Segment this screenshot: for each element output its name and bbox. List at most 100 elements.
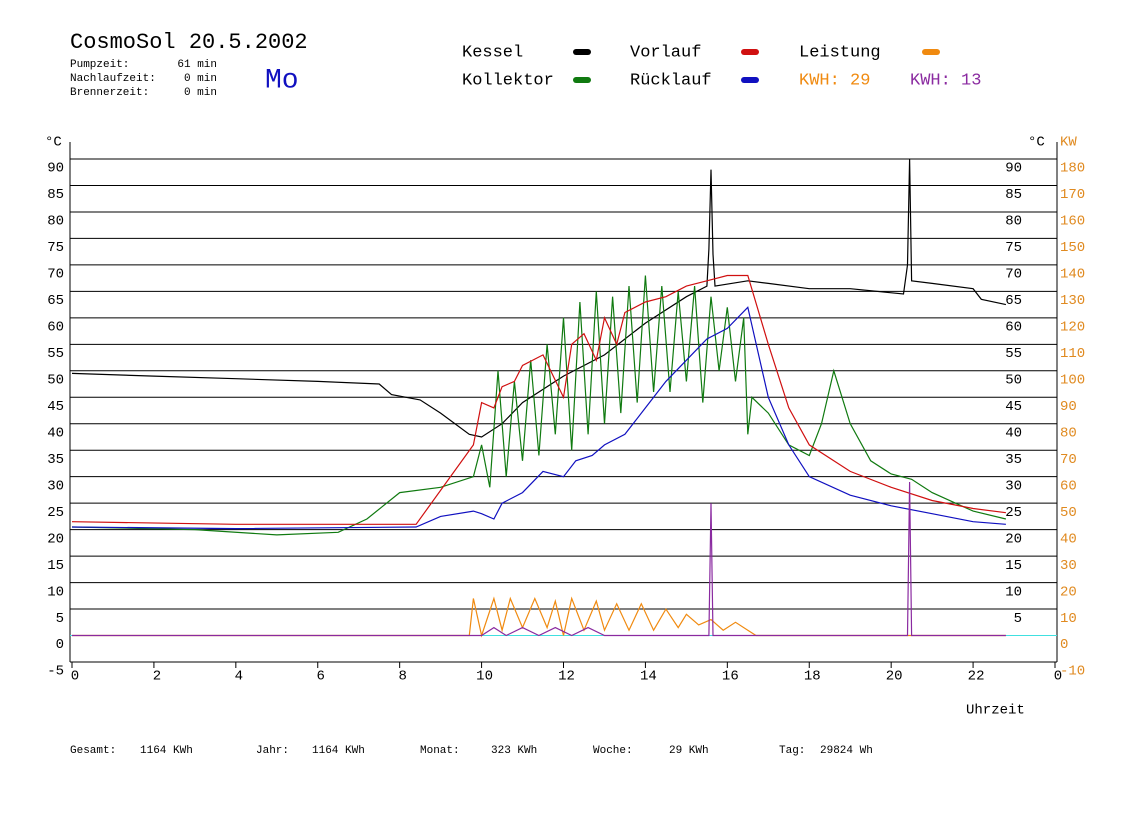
series-line xyxy=(71,275,1007,536)
y-tick-label-right: 15 xyxy=(1005,558,1022,574)
legend-label: Leistung xyxy=(799,43,881,62)
y-tick-label-right: 30 xyxy=(1005,478,1022,494)
y-tick-label: 50 xyxy=(47,372,64,388)
footer-value: 1164 KWh xyxy=(140,745,193,757)
y-tick-label-right: 80 xyxy=(1005,214,1022,230)
series-line xyxy=(71,274,1006,525)
y-tick-label-right: 10 xyxy=(1005,584,1022,600)
legend-total: KWH: 13 xyxy=(910,71,981,90)
legend-marker xyxy=(741,49,759,55)
footer-value: 29824 Wh xyxy=(820,745,873,757)
y2-tick-label: 20 xyxy=(1060,584,1077,600)
footer-value: 1164 KWh xyxy=(312,745,365,757)
y-tick-label-right: 35 xyxy=(1005,452,1022,468)
y2-tick-label: 180 xyxy=(1060,161,1085,177)
y2-tick-label: 100 xyxy=(1060,372,1085,388)
legend-marker xyxy=(573,77,591,83)
footer-label: Jahr: xyxy=(256,745,289,757)
y-tick-label: 70 xyxy=(47,267,64,283)
y2-tick-label: 0 xyxy=(1060,637,1068,653)
y2-tick-label: 90 xyxy=(1060,399,1077,415)
x-tick-label: 16 xyxy=(722,669,739,685)
y-tick-label-right: 90 xyxy=(1005,161,1022,177)
y2-tick-label: 80 xyxy=(1060,425,1077,441)
y-tick-label-right: 25 xyxy=(1005,505,1022,521)
info-label: Pumpzeit: xyxy=(70,59,129,71)
series-line xyxy=(71,158,1007,438)
x-tick-label: 6 xyxy=(317,669,325,685)
y-tick-label: 80 xyxy=(47,214,64,230)
y2-tick-label: 60 xyxy=(1060,478,1077,494)
y2-tick-label: 50 xyxy=(1060,505,1077,521)
legend-label: Kollektor xyxy=(462,71,554,90)
y2-tick-label: 160 xyxy=(1060,214,1085,230)
y2-tick-label: -10 xyxy=(1060,664,1085,680)
y2-axis-label: KW xyxy=(1060,135,1077,151)
series-line xyxy=(72,481,1006,637)
x-tick-label: 0 xyxy=(1054,669,1062,685)
y-tick-label-right: 55 xyxy=(1005,346,1022,362)
y-tick-label-right: 60 xyxy=(1005,320,1022,336)
y-tick-label: 60 xyxy=(47,320,64,336)
y-tick-label: 15 xyxy=(47,558,64,574)
x-tick-label: 2 xyxy=(153,669,161,685)
y-tick-label-right: 70 xyxy=(1005,267,1022,283)
y-tick-label: 45 xyxy=(47,399,64,415)
y-tick-label-right: 45 xyxy=(1005,399,1022,415)
y-tick-label-right: 5 xyxy=(1014,611,1022,627)
info-value: 0 min xyxy=(184,73,217,85)
info-value: 0 min xyxy=(184,87,217,99)
y2-tick-label: 10 xyxy=(1060,611,1077,627)
y-tick-label-right: 75 xyxy=(1005,240,1022,256)
x-tick-label: 12 xyxy=(558,669,575,685)
x-tick-label: 22 xyxy=(968,669,985,685)
x-tick-label: 8 xyxy=(398,669,406,685)
y-tick-label-right: 65 xyxy=(1005,293,1022,309)
x-tick-label: 18 xyxy=(804,669,821,685)
footer-label: Monat: xyxy=(420,745,460,757)
y-tick-label: 35 xyxy=(47,452,64,468)
y-tick-label: 30 xyxy=(47,478,64,494)
y-tick-label-right: 50 xyxy=(1005,372,1022,388)
y2-tick-label: 40 xyxy=(1060,531,1077,547)
y2-tick-label: 130 xyxy=(1060,293,1085,309)
y-tick-label: 25 xyxy=(47,505,64,521)
footer-value: 29 KWh xyxy=(669,745,709,757)
y-tick-label: 40 xyxy=(47,425,64,441)
x-tick-label: 0 xyxy=(71,669,79,685)
footer-label: Tag: xyxy=(779,745,805,757)
x-tick-label: 14 xyxy=(640,669,657,685)
y-tick-label-right: 40 xyxy=(1005,425,1022,441)
info-value: 61 min xyxy=(177,59,217,71)
x-axis-label: Uhrzeit xyxy=(966,703,1025,719)
y-tick-label: 65 xyxy=(47,293,64,309)
x-tick-label: 4 xyxy=(235,669,243,685)
legend-label: Vorlauf xyxy=(630,43,701,62)
series-line xyxy=(72,596,1006,638)
legend-marker xyxy=(922,49,940,55)
y-tick-label: 10 xyxy=(47,584,64,600)
legend-total: KWH: 29 xyxy=(799,71,870,90)
y-tick-label: 20 xyxy=(47,531,64,547)
y-tick-label: 0 xyxy=(56,637,64,653)
y-tick-label-right: 20 xyxy=(1005,531,1022,547)
chart-title: CosmoSol 20.5.2002 xyxy=(70,30,308,55)
y-axis-label: °C xyxy=(45,135,62,151)
legend-marker xyxy=(741,77,759,83)
y-tick-label: -5 xyxy=(47,664,64,680)
y2-tick-label: 30 xyxy=(1060,558,1077,574)
y-tick-label: 75 xyxy=(47,240,64,256)
footer-value: 323 KWh xyxy=(491,745,537,757)
y-tick-label-right: 85 xyxy=(1005,187,1022,203)
series-line xyxy=(71,306,1006,530)
y2-tick-label: 150 xyxy=(1060,240,1085,256)
y-axis-label-right: °C xyxy=(1028,135,1045,151)
y2-tick-label: 110 xyxy=(1060,346,1085,362)
legend-label: Kessel xyxy=(462,43,523,62)
legend-label: Rücklauf xyxy=(630,71,712,90)
x-tick-label: 20 xyxy=(886,669,903,685)
day-label: Mo xyxy=(265,65,299,96)
y-tick-label: 90 xyxy=(47,161,64,177)
y-tick-label: 85 xyxy=(47,187,64,203)
